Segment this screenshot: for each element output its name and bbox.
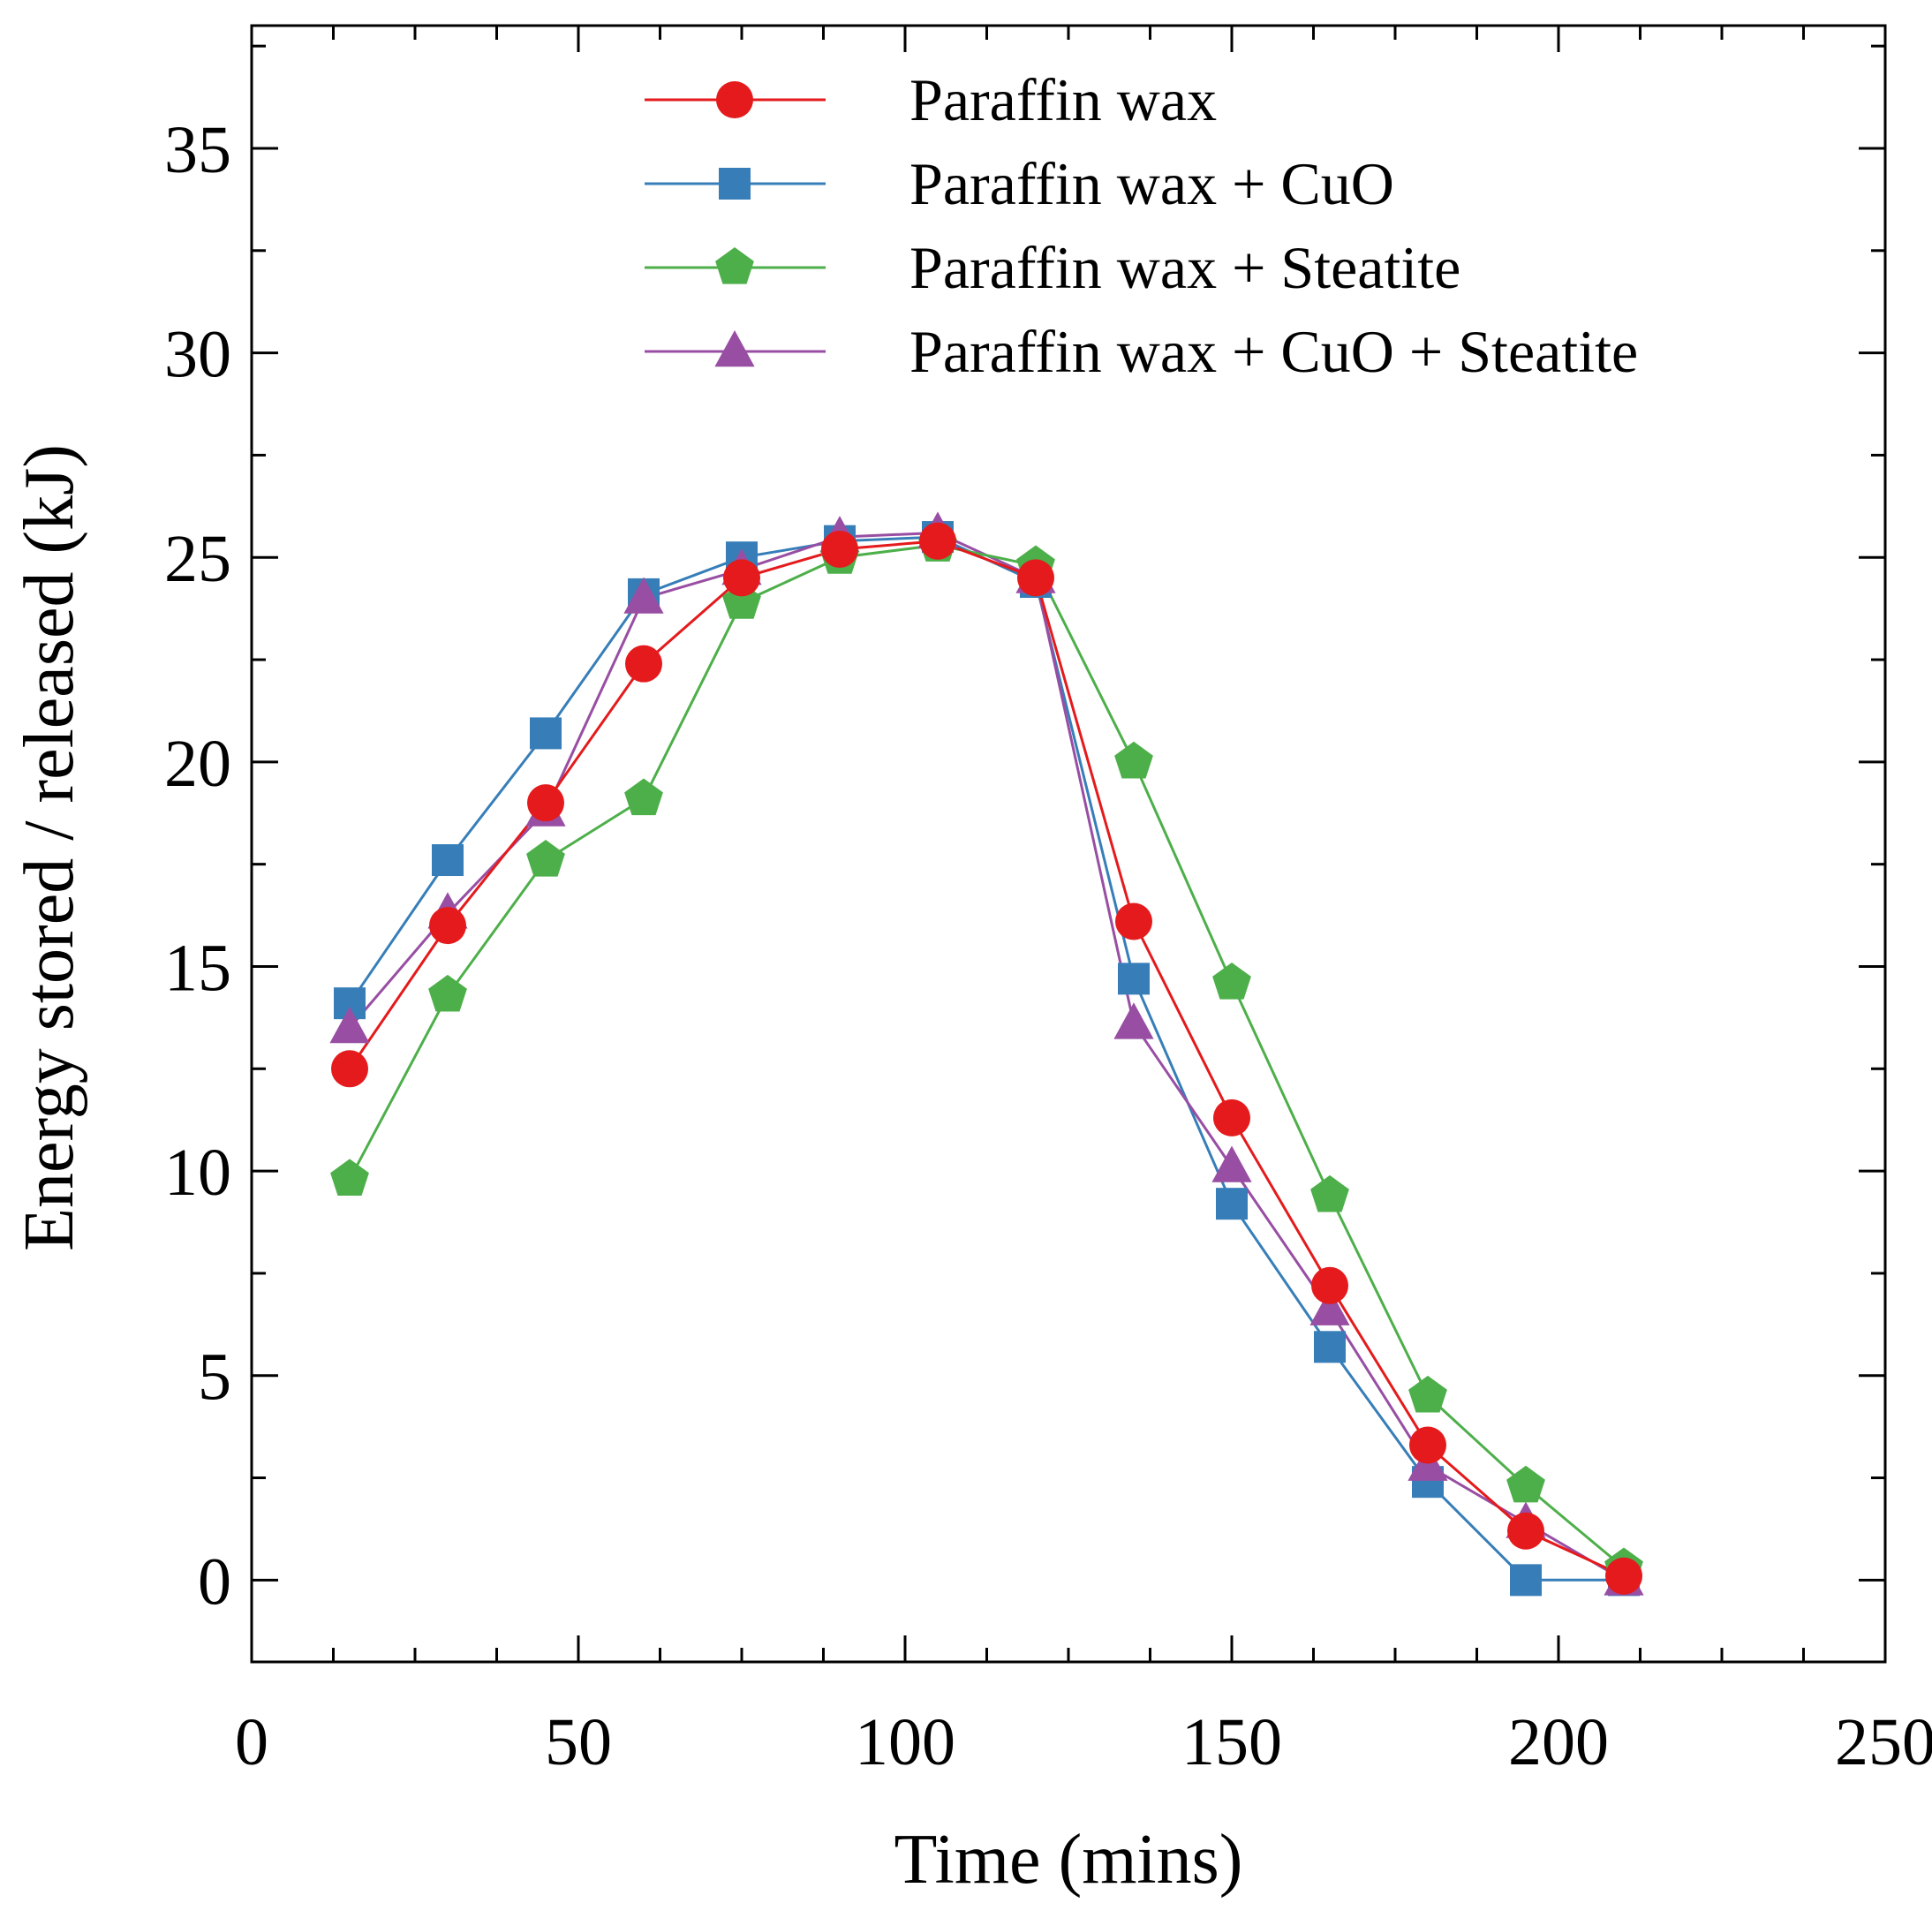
y-tick-label: 25 [164,522,231,596]
data-point-paraffin-wax-cuo-steatite [1309,1288,1350,1325]
legend-label-paraffin-wax: Paraffin wax [909,66,1217,133]
series-line-paraffin-wax-cuo-steatite [348,531,1625,1582]
data-point-paraffin-wax [1017,559,1054,597]
data-point-paraffin-wax [1507,1512,1544,1550]
data-point-paraffin-wax [919,522,956,560]
y-axis-title: Energy stored / released (kJ) [11,444,88,1251]
x-tick-label: 0 [235,1705,268,1779]
x-axis-title: Time (mins) [894,1821,1243,1899]
series-line-paraffin-wax-cuo [348,535,1624,1582]
y-tick-label: 20 [164,727,231,801]
y-tick-label: 5 [198,1340,231,1415]
data-point-paraffin-wax-cuo [1314,1331,1346,1363]
data-point-paraffin-wax-cuo [432,844,464,877]
data-point-paraffin-wax [1115,902,1152,940]
axis-ticks [250,26,1887,1662]
data-point-paraffin-wax [625,645,662,683]
series-markers [329,511,1644,1597]
data-point-paraffin-wax [429,907,466,945]
series-markers-paraffin-wax [331,522,1642,1595]
series-markers-paraffin-wax-steatite [330,525,1643,1585]
data-point-paraffin-wax-steatite [624,778,663,816]
data-point-paraffin-wax-cuo-steatite [329,1007,370,1044]
data-point-paraffin-wax [821,530,858,568]
x-tick-label: 150 [1181,1705,1282,1779]
legend-marker-paraffin-wax-cuo-steatite [714,330,755,367]
y-tick-label: 30 [164,318,231,392]
data-point-paraffin-wax-steatite [1408,1375,1447,1413]
y-tick-labels: 0 5 10 15 20 25 30 35 [164,113,231,1619]
data-point-paraffin-wax-steatite [330,1159,369,1196]
legend-marker-paraffin-wax-cuo [719,168,751,200]
x-tick-labels: 0 50 100 150 200 250 [235,1705,1932,1779]
data-point-paraffin-wax-steatite [1114,741,1153,779]
y-tick-label: 15 [164,931,231,1005]
data-point-paraffin-wax [527,784,564,822]
data-point-paraffin-wax [1213,1099,1250,1136]
data-point-paraffin-wax-cuo [1216,1188,1248,1220]
data-point-paraffin-wax-cuo-steatite [1113,1002,1154,1039]
data-point-paraffin-wax [1605,1557,1642,1595]
series-line-paraffin-wax-steatite [348,543,1625,1569]
series-markers-paraffin-wax-cuo-steatite [329,511,1644,1596]
x-tick-label: 200 [1508,1705,1609,1779]
y-tick-label: 10 [164,1136,231,1210]
data-point-paraffin-wax [1409,1426,1446,1464]
data-point-paraffin-wax-steatite [1506,1465,1545,1503]
data-point-paraffin-wax [723,559,760,597]
data-point-paraffin-wax [331,1050,368,1088]
data-point-paraffin-wax-cuo [1510,1564,1542,1597]
legend-marker-paraffin-wax [716,81,753,118]
series-line-paraffin-wax [348,540,1625,1578]
data-point-paraffin-wax-steatite [1212,963,1251,1000]
y-tick-label: 0 [198,1544,231,1619]
data-point-paraffin-wax-cuo-steatite [623,577,664,614]
series-lines [348,531,1625,1582]
legend: Paraffin wax Paraffin wax + CuO Paraffin w… [645,66,1638,385]
series-markers-paraffin-wax-cuo [334,521,1640,1597]
y-tick-label: 35 [164,113,231,187]
data-point-paraffin-wax-cuo-steatite [1211,1145,1252,1182]
x-tick-label: 100 [855,1705,955,1779]
legend-label-paraffin-wax-cuo-steatite: Paraffin wax + CuO + Steatite [909,318,1638,385]
data-point-paraffin-wax [1311,1266,1348,1304]
x-tick-label: 50 [545,1705,612,1779]
data-point-paraffin-wax-steatite [428,974,467,1012]
data-point-paraffin-wax-steatite [1310,1174,1349,1212]
legend-marker-paraffin-wax-steatite [715,247,754,284]
x-tick-label: 250 [1835,1705,1932,1779]
legend-label-paraffin-wax-steatite: Paraffin wax + Steatite [909,234,1460,301]
data-point-paraffin-wax-cuo [530,717,562,750]
data-point-paraffin-wax-steatite [526,840,565,877]
data-point-paraffin-wax-cuo [1118,963,1150,995]
legend-label-paraffin-wax-cuo: Paraffin wax + CuO [909,150,1394,217]
